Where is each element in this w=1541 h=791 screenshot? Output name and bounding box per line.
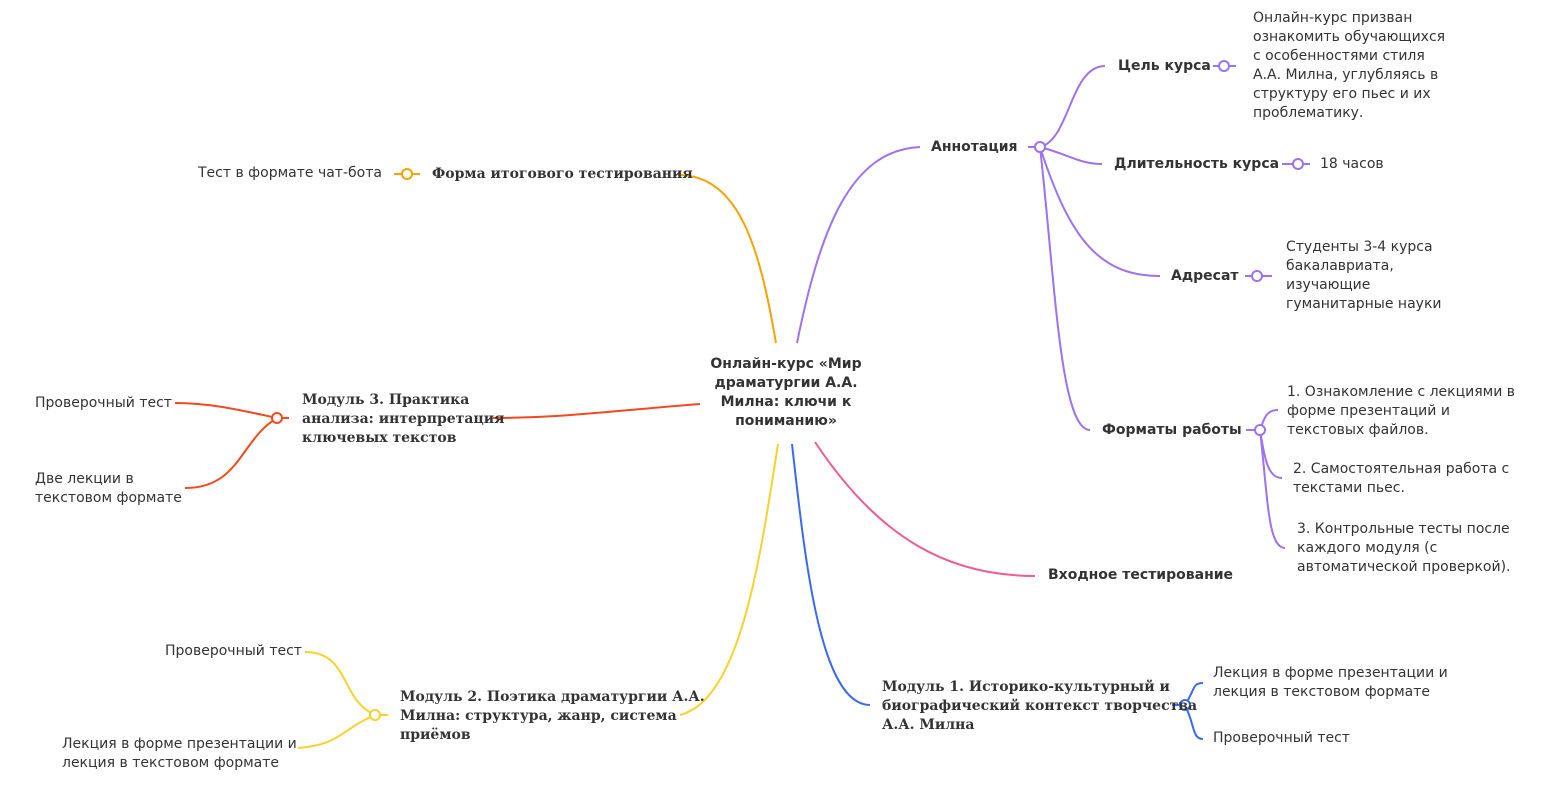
branch-final-test — [677, 174, 777, 344]
text-line: текстами пьес. — [1293, 480, 1405, 496]
text-line: форме презентаций и — [1287, 403, 1450, 419]
text-line: Студенты 3-4 курса — [1286, 239, 1433, 255]
text-line: Лекция в форме презентации и — [62, 736, 297, 752]
format-item-1[interactable]: 1. Ознакомление с лекциями в форме презе… — [1287, 383, 1515, 440]
branch-module1 — [791, 443, 871, 706]
text-line: текстовом формате — [35, 490, 182, 506]
text-line: лекция в текстовом формате — [1213, 684, 1431, 700]
text-line: текстовых файлов. — [1287, 422, 1429, 438]
text-line: с особенностями стиля — [1253, 48, 1425, 64]
connector-format-3 — [1259, 429, 1286, 549]
goal-text[interactable]: Онлайн-курс призван ознакомить обучающих… — [1253, 9, 1445, 123]
node-entry-test[interactable]: Входное тестирование — [1048, 567, 1234, 583]
text-line: 2. Самостоятельная работа с — [1293, 461, 1510, 477]
node-audience[interactable]: Адресат — [1171, 268, 1239, 284]
module1-child-lectures[interactable]: Лекция в форме презентации и лекция в те… — [1213, 664, 1448, 702]
connector-duration — [1039, 146, 1103, 165]
text-line: 3. Контрольные тесты после — [1297, 521, 1510, 537]
branch-module2 — [679, 443, 779, 716]
text-line: анализа: интерпретация — [302, 411, 505, 427]
text-line: ключевых текстов — [302, 430, 457, 446]
text-line: Модуль 2. Поэтика драматургии А.А. — [400, 689, 705, 705]
connector-formats — [1039, 146, 1091, 431]
text-line: Лекция в форме презентации и — [1213, 665, 1448, 681]
root-line: Онлайн-курс «Мир — [710, 356, 862, 372]
module1-child-test[interactable]: Проверочный тест — [1213, 730, 1350, 746]
text-line: структуру его пьес и их — [1253, 86, 1431, 102]
root-topic[interactable]: Онлайн-курс «Мир драматургии А.А. Милна:… — [696, 355, 876, 431]
text-line: гуманитарные науки — [1286, 296, 1442, 312]
text-line: приёмов — [400, 727, 471, 743]
module2-child-test[interactable]: Проверочный тест — [165, 643, 302, 659]
branch-entry-test — [814, 441, 1036, 577]
node-annotation[interactable]: Аннотация — [931, 139, 1018, 155]
node-module2[interactable]: Модуль 2. Поэтика драматургии А.А. Милна… — [400, 688, 705, 745]
text-line: 1. Ознакомление с лекциями в — [1287, 384, 1516, 400]
node-formats[interactable]: Форматы работы — [1102, 422, 1242, 438]
branch-module3 — [492, 403, 701, 419]
text-line: А.А. Милна, углубляясь в — [1253, 67, 1439, 83]
format-item-2[interactable]: 2. Самостоятельная работа с текстами пье… — [1293, 460, 1509, 498]
text-line: Онлайн-курс призван — [1253, 10, 1413, 26]
root-line: Милна: ключи к — [720, 394, 852, 410]
text-line: бакалавриата, — [1286, 258, 1394, 274]
root-line: драматургии А.А. — [714, 375, 858, 391]
connector-audience — [1039, 146, 1161, 277]
text-line: автоматической проверкой). — [1297, 559, 1511, 575]
module3-child-lectures[interactable]: Две лекции в текстовом формате — [35, 470, 182, 508]
text-line: ознакомить обучающихся — [1253, 29, 1446, 45]
text-line: А.А. Милна — [882, 717, 975, 733]
text-line: Модуль 1. Историко-культурный и — [882, 679, 1170, 695]
format-item-3[interactable]: 3. Контрольные тесты после каждого модул… — [1297, 520, 1511, 577]
module2-child-lectures[interactable]: Лекция в форме презентации и лекция в те… — [62, 735, 297, 773]
text-line: изучающие — [1286, 277, 1371, 293]
node-duration[interactable]: Длительность курса — [1114, 156, 1280, 172]
root-line: пониманию» — [735, 413, 837, 429]
text-line: Две лекции в — [35, 471, 134, 487]
final-test-child[interactable]: Тест в формате чат-бота — [198, 165, 382, 181]
node-module3[interactable]: Модуль 3. Практика анализа: интерпретаци… — [302, 391, 504, 448]
text-line: каждого модуля (с — [1297, 540, 1438, 556]
text-line: проблематику. — [1253, 105, 1364, 121]
text-line: лекция в текстовом формате — [62, 755, 280, 771]
text-line: биографический контекст творчества — [882, 698, 1198, 714]
module3-child-test[interactable]: Проверочный тест — [35, 395, 172, 411]
text-line: Милна: структура, жанр, система — [400, 708, 677, 724]
duration-value[interactable]: 18 часов — [1320, 156, 1384, 172]
text-line: Модуль 3. Практика — [302, 392, 470, 408]
node-goal[interactable]: Цель курса — [1118, 58, 1211, 74]
audience-text[interactable]: Студенты 3-4 курса бакалавриата, изучающ… — [1286, 238, 1442, 314]
branch-annotation — [796, 146, 921, 344]
connector-goal — [1028, 65, 1106, 148]
node-module1[interactable]: Модуль 1. Историко-культурный и биографи… — [882, 678, 1197, 735]
node-final-test[interactable]: Форма итогового тестирования — [432, 166, 693, 182]
